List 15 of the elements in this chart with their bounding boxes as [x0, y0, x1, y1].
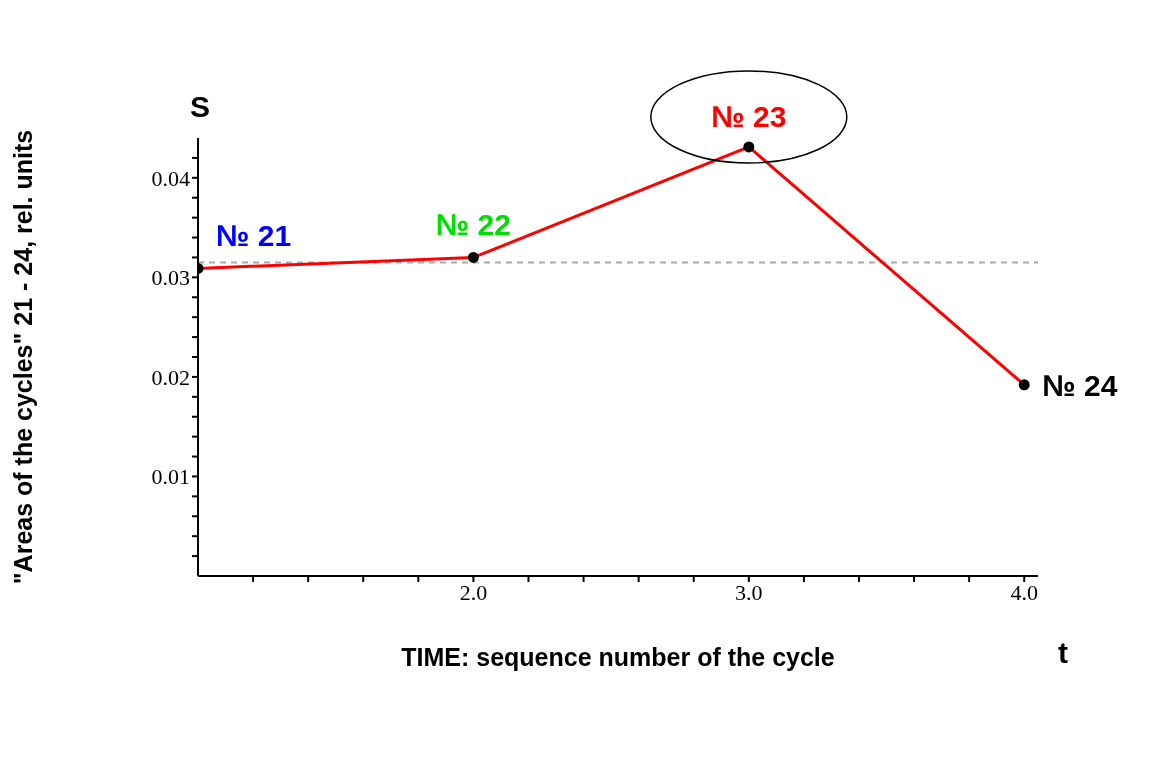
x-axis-title: TIME: sequence number of the cycle [401, 643, 835, 671]
y-tick-label: 0.01 [151, 464, 190, 490]
y-axis-title: "Areas of the cycles" 21 - 24, rel. units [8, 129, 37, 585]
annotation: № 23 [711, 99, 787, 133]
y-tick-label: 0.04 [151, 165, 190, 191]
y-tick-label: 0.03 [151, 265, 190, 291]
x-tick-label: 4.0 [1010, 579, 1038, 605]
x-tick-label: 2.0 [459, 579, 488, 605]
annotation: № 22 [435, 208, 511, 242]
annotation: № 24 [1042, 368, 1118, 402]
text: t [1058, 636, 1068, 670]
x-tick-label: 3.0 [735, 579, 763, 605]
annotation: № 21 [216, 219, 292, 253]
y-tick-label: 0.02 [151, 364, 190, 390]
text: S [190, 90, 211, 124]
